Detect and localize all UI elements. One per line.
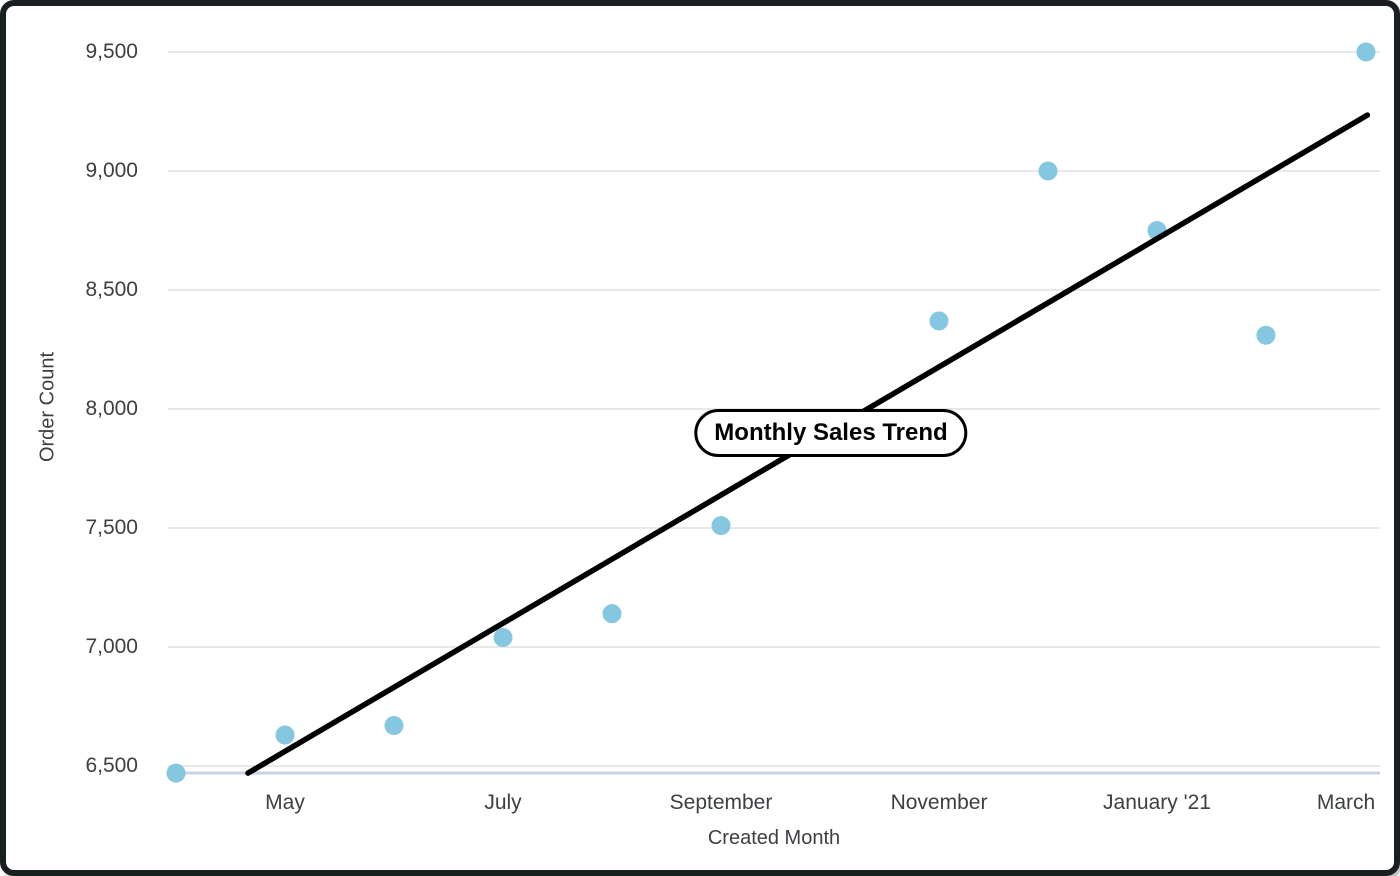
data-point-august[interactable] xyxy=(602,604,622,624)
x-axis-title: Created Month xyxy=(707,827,841,849)
y-tick-label: 8,500 xyxy=(85,278,138,301)
data-point-june[interactable] xyxy=(384,716,404,736)
y-tick-label: 7,500 xyxy=(85,516,138,539)
y-tick-label: 9,500 xyxy=(85,40,138,63)
data-point-july[interactable] xyxy=(493,627,513,647)
data-point-april[interactable] xyxy=(166,763,186,783)
data-point-february[interactable] xyxy=(1256,325,1276,345)
data-point-september[interactable] xyxy=(711,516,731,536)
trend-label-pill: Monthly Sales Trend xyxy=(694,409,968,457)
x-tick-label: September xyxy=(669,791,773,814)
data-point-march[interactable] xyxy=(1356,42,1376,62)
y-axis-title: Order Count xyxy=(36,351,59,463)
y-tick-label: 9,000 xyxy=(85,159,138,182)
data-point-may[interactable] xyxy=(275,725,295,745)
y-tick-label: 7,000 xyxy=(85,635,138,658)
x-tick-label: January '21 xyxy=(1103,791,1211,814)
x-tick-label: July xyxy=(484,791,522,814)
x-tick-label: March xyxy=(1316,791,1376,814)
data-point-november[interactable] xyxy=(929,311,949,331)
y-tick-label: 6,500 xyxy=(85,754,138,777)
y-tick-label: 8,000 xyxy=(85,397,138,420)
x-tick-label: May xyxy=(265,791,305,814)
x-tick-label: November xyxy=(890,791,988,814)
data-point-december[interactable] xyxy=(1038,161,1058,181)
